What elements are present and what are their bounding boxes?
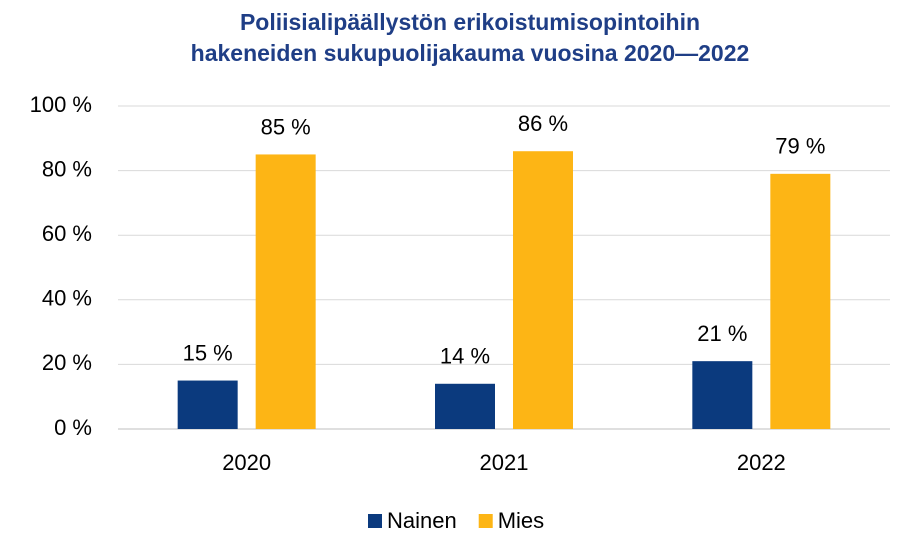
y-tick-label: 40 % [42, 286, 92, 311]
legend-swatch [368, 514, 382, 528]
y-tick-label: 20 % [42, 350, 92, 375]
bar [513, 151, 573, 429]
y-tick-label: 0 % [54, 415, 92, 440]
value-label: 21 % [697, 321, 747, 346]
chart-title: hakeneiden sukupuolijakauma vuosina 2020… [191, 40, 750, 66]
bar [692, 361, 753, 429]
bar [770, 173, 831, 429]
y-tick-label: 100 % [30, 92, 92, 117]
x-tick-label: 2022 [737, 450, 786, 475]
value-label: 79 % [775, 134, 825, 159]
legend-swatch [478, 514, 493, 528]
chart-title: Poliisialipäällystön erikoistumisopintoi… [240, 9, 700, 35]
x-tick-label: 2020 [222, 450, 271, 475]
value-label: 85 % [261, 114, 311, 139]
legend-label: Mies [498, 508, 544, 533]
value-label: 14 % [440, 344, 490, 369]
value-label: 86 % [518, 111, 568, 136]
y-tick-label: 80 % [42, 156, 92, 181]
bar [255, 154, 316, 429]
bar [435, 383, 495, 429]
y-tick-label: 60 % [42, 221, 92, 246]
bar [177, 380, 238, 429]
legend-label: Nainen [387, 508, 457, 533]
x-tick-label: 2021 [480, 450, 529, 475]
value-label: 15 % [183, 340, 233, 365]
